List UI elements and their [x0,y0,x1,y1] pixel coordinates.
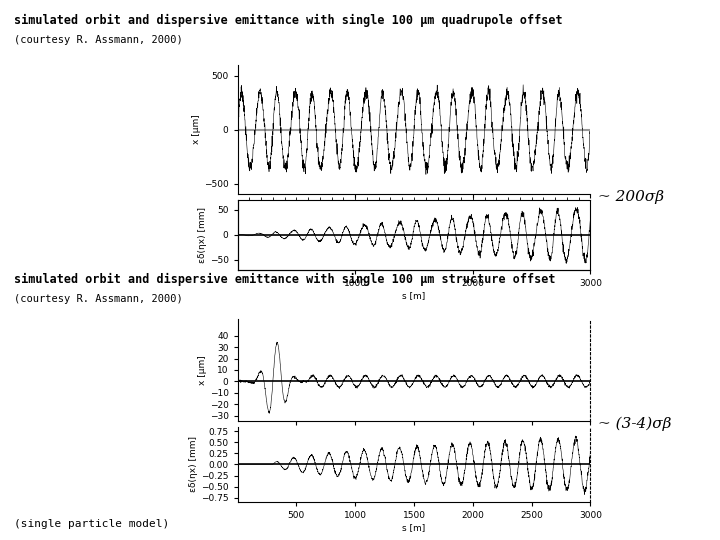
Text: simulated orbit and dispersive emittance with single 100 μm quadrupole offset: simulated orbit and dispersive emittance… [14,14,563,26]
Text: (courtesy R. Assmann, 2000): (courtesy R. Assmann, 2000) [14,294,183,305]
X-axis label: s [m]: s [m] [402,523,426,532]
Y-axis label: x [μm]: x [μm] [198,355,207,385]
Y-axis label: εδ(ηx) [mm]: εδ(ηx) [mm] [189,436,198,492]
Text: simulated orbit and dispersive emittance with single 100 μm structure offset: simulated orbit and dispersive emittance… [14,273,556,286]
Y-axis label: εδ(ηx) [mm]: εδ(ηx) [mm] [198,207,207,263]
Text: (single particle model): (single particle model) [14,519,170,529]
Y-axis label: x [μm]: x [μm] [192,114,201,145]
X-axis label: s [m]: s [m] [402,291,426,300]
Text: ~ 200σβ: ~ 200σβ [598,190,664,204]
Text: (courtesy R. Assmann, 2000): (courtesy R. Assmann, 2000) [14,35,183,45]
Text: ~ (3-4)σβ: ~ (3-4)σβ [598,417,671,431]
